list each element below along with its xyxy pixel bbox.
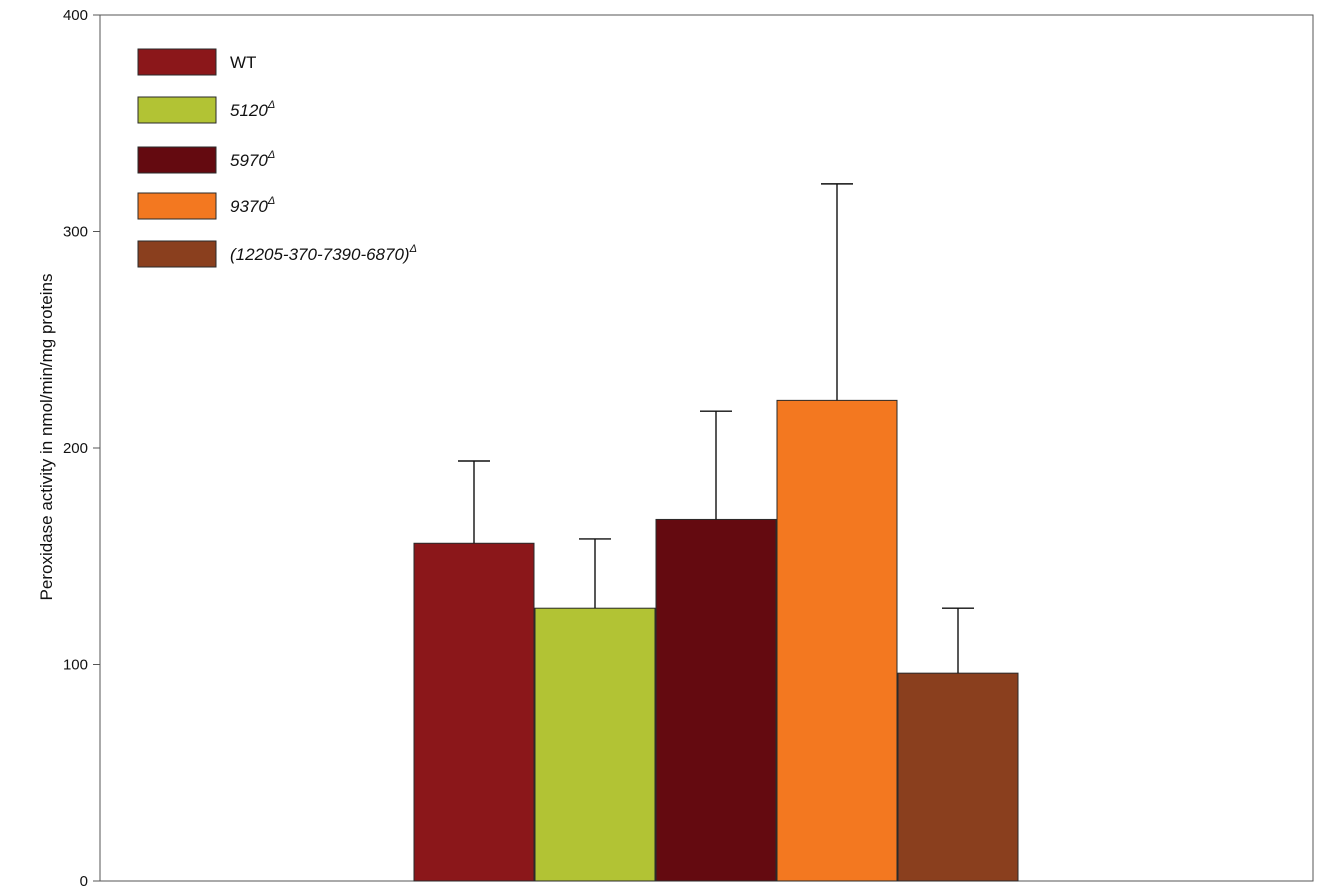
y-ticks: 0 100 200 300 400 — [63, 7, 100, 890]
y-tick-label: 200 — [63, 440, 88, 457]
bar — [534, 607, 656, 882]
y-tick-label: 400 — [63, 7, 88, 24]
bar — [413, 542, 535, 882]
legend-label: 9370Δ — [230, 195, 275, 216]
legend: WT 5120Δ 5970Δ 9370Δ (12205-370-7390-6870)Δ — [137, 48, 417, 268]
error-bars — [458, 183, 974, 674]
legend-swatch — [137, 96, 217, 124]
legend-swatch — [137, 48, 217, 76]
bar — [776, 399, 898, 882]
bar — [897, 672, 1019, 882]
y-tick-label: 0 — [80, 873, 88, 887]
legend-label: 5120Δ — [230, 99, 275, 120]
legend-label: 5970Δ — [230, 149, 275, 170]
y-tick-label: 100 — [63, 657, 88, 674]
y-tick-label: 300 — [63, 224, 88, 241]
legend-swatch — [137, 240, 217, 268]
legend-swatch — [137, 192, 217, 220]
y-axis-label: Peroxidase activity in nmol/min/mg prote… — [37, 274, 56, 601]
bars — [413, 399, 1019, 882]
legend-swatch — [137, 146, 217, 174]
legend-label: WT — [230, 53, 256, 72]
legend-label: (12205-370-7390-6870)Δ — [230, 243, 417, 264]
bar — [655, 518, 777, 882]
